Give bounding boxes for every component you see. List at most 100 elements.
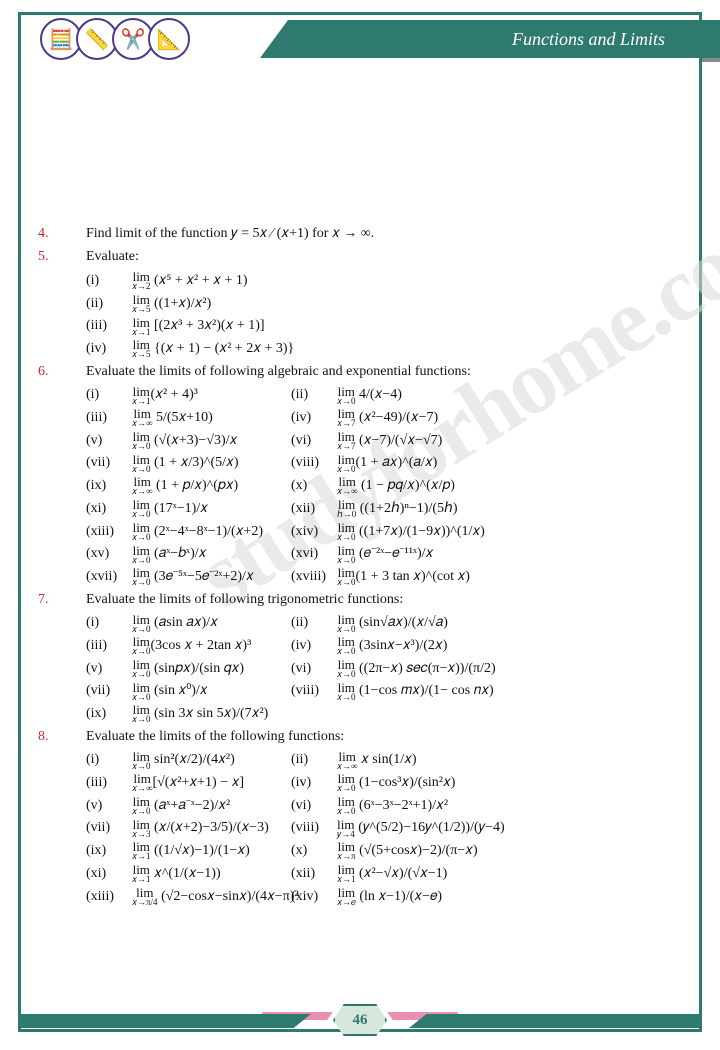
question-text: Evaluate the limits of following trigono… bbox=[86, 589, 688, 611]
sub-item: (iii)lim𝑥→0(3cos 𝑥 + 2tan 𝑥)³ bbox=[86, 635, 291, 657]
sub-tag: (i) bbox=[86, 270, 132, 292]
sub-tag: (vii) bbox=[86, 680, 132, 702]
sub-tag: (viii) bbox=[291, 817, 337, 839]
sub-tag: (xi) bbox=[86, 498, 132, 520]
sub-tag: (vi) bbox=[291, 658, 337, 680]
sub-tag: (xi) bbox=[86, 863, 132, 885]
sub-expr: lim𝑥→0 sin²(𝑥/2)/(4𝑥²) bbox=[132, 749, 235, 771]
sub-item: (v)lim𝑥→0 (√(𝑥+3)−√3)/𝑥 bbox=[86, 430, 291, 452]
sub-tag: (i) bbox=[86, 384, 132, 406]
sub-expr: lim𝑥→π (√(5+cos𝑥)−2)/(π−𝑥) bbox=[337, 840, 478, 862]
sub-expr: lim𝑥→0 ((2π−𝑥) 𝑠𝑒𝑐(π−𝑥))/(π/2) bbox=[337, 658, 496, 680]
sub-expr: lim𝑥→1(𝑥² + 4)³ bbox=[132, 384, 198, 406]
sub-expr: lim𝑥→π/4 (√2−cos𝑥−sin𝑥)/(4𝑥−π)² bbox=[132, 886, 299, 908]
sub-expr: lim𝑥→2 (𝑥⁵ + 𝑥² + 𝑥 + 1) bbox=[132, 270, 248, 292]
sub-expr: lim𝑦→4 (𝑦^(5/2)−16𝑦^(1/2))/(𝑦−4) bbox=[337, 817, 505, 839]
sub-tag: (i) bbox=[86, 749, 132, 771]
sub-item: (i)lim𝑥→1(𝑥² + 4)³ bbox=[86, 384, 291, 406]
sub-item: (xi)lim𝑥→0 (17ˣ−1)/𝑥 bbox=[86, 498, 291, 520]
chapter-title: Functions and Limits bbox=[512, 29, 665, 50]
sub-expr: lim𝑥→0 (2ˣ−4ˣ−8ˣ−1)/(𝑥+2) bbox=[132, 521, 263, 543]
page-content: studyforhome.com 4.Find limit of the fun… bbox=[38, 80, 688, 995]
question-text: Find limit of the function 𝑦 = 5𝑥 ⁄ (𝑥+1… bbox=[86, 223, 688, 245]
sub-item: (ix)lim𝑥→0 (sin 3𝑥 sin 5𝑥)/(7𝑥²) bbox=[86, 703, 291, 725]
sub-tag: (iii) bbox=[86, 407, 132, 429]
sub-items: (i)lim𝑥→0 sin²(𝑥/2)/(4𝑥²)(ii)lim𝑥→∞ 𝑥 si… bbox=[38, 749, 688, 908]
sub-tag: (xvi) bbox=[291, 543, 337, 565]
sub-tag: (vii) bbox=[86, 452, 132, 474]
sub-item: (ii)lim𝑥→0 (sin√𝑎𝑥)/(𝑥/√𝑎) bbox=[291, 612, 496, 634]
sub-expr: lim𝑥→0 (sin𝑝𝑥)/(sin 𝑞𝑥) bbox=[132, 658, 244, 680]
sub-tag: (v) bbox=[86, 658, 132, 680]
globe-icon: 📐 bbox=[148, 18, 190, 60]
sub-items: (i)lim𝑥→2 (𝑥⁵ + 𝑥² + 𝑥 + 1)(ii)lim𝑥→5 ((… bbox=[38, 270, 688, 361]
sub-expr: lim𝑥→0 (𝑎sin 𝑎𝑥)/𝑥 bbox=[132, 612, 218, 634]
sub-expr: lim𝑥→5 ((1+𝑥)/𝑥²) bbox=[132, 293, 211, 315]
sub-tag: (vii) bbox=[86, 817, 132, 839]
sub-tag: (ix) bbox=[86, 475, 132, 497]
sub-tag: (vi) bbox=[291, 795, 337, 817]
sub-expr: lim𝑥→0 (𝑒⁻²ˣ−𝑒⁻¹¹ˣ)/𝑥 bbox=[337, 543, 433, 565]
question-text: Evaluate the limits of following algebra… bbox=[86, 361, 688, 383]
sub-item: (i)lim𝑥→0 (𝑎sin 𝑎𝑥)/𝑥 bbox=[86, 612, 291, 634]
question-number: 4. bbox=[38, 223, 86, 245]
sub-tag: (v) bbox=[86, 430, 132, 452]
sub-tag: (ii) bbox=[291, 612, 337, 634]
sub-item: (viii)lim𝑦→4 (𝑦^(5/2)−16𝑦^(1/2))/(𝑦−4) bbox=[291, 817, 496, 839]
sub-tag: (x) bbox=[291, 475, 337, 497]
sub-tag: (xiii) bbox=[86, 886, 132, 908]
question-text: Evaluate: bbox=[86, 246, 688, 268]
sub-expr: lim𝑥→∞ 5/(5𝑥+10) bbox=[132, 407, 213, 429]
question-row: 5.Evaluate: bbox=[38, 246, 688, 268]
sub-item: (viii)lim𝑥→0 (1−cos 𝑚𝑥)/(1− cos 𝑛𝑥) bbox=[291, 680, 496, 702]
sub-item: (ix)lim𝑥→∞ (1 + 𝑝/𝑥)^(𝑝𝑥) bbox=[86, 475, 291, 497]
sub-tag: (ii) bbox=[86, 293, 132, 315]
sub-expr: lim𝑥→∞[√(𝑥²+𝑥+1) − 𝑥] bbox=[132, 772, 244, 794]
sub-item: (xv)lim𝑥→0 (𝑎ˣ−𝑏ˣ)/𝑥 bbox=[86, 543, 291, 565]
sub-items: (i)lim𝑥→0 (𝑎sin 𝑎𝑥)/𝑥(ii)lim𝑥→0 (sin√𝑎𝑥)… bbox=[38, 612, 688, 725]
sub-expr: lim𝑥→0(1 + 𝑎𝑥)^(𝑎/𝑥) bbox=[337, 452, 437, 474]
sub-expr: lim𝑥→0 (6ˣ−3ˣ−2ˣ+1)/𝑥² bbox=[337, 795, 448, 817]
sub-expr: lim𝑥→0 (√(𝑥+3)−√3)/𝑥 bbox=[132, 430, 237, 452]
sub-tag: (iii) bbox=[86, 315, 132, 337]
sub-expr: lim𝑥→0(3cos 𝑥 + 2tan 𝑥)³ bbox=[132, 635, 251, 657]
sub-tag: (viii) bbox=[291, 452, 337, 474]
sub-item: (iv)lim𝑥→0 (1−cos³𝑥)/(sin²𝑥) bbox=[291, 772, 496, 794]
sub-tag: (ix) bbox=[86, 703, 132, 725]
sub-item: (iv)lim𝑥→5 {(𝑥 + 1) − (𝑥² + 2𝑥 + 3)} bbox=[86, 338, 391, 360]
sub-tag: (iv) bbox=[291, 635, 337, 657]
sub-item: (ii)lim𝑥→0 4/(𝑥−4) bbox=[291, 384, 496, 406]
sub-item: (ix)lim𝑥→1 ((1/√𝑥)−1)/(1−𝑥) bbox=[86, 840, 291, 862]
sub-tag: (iv) bbox=[291, 407, 337, 429]
sub-tag: (ii) bbox=[291, 384, 337, 406]
sub-tag: (x) bbox=[291, 840, 337, 862]
sub-item: (vi)lim𝑥→0 (6ˣ−3ˣ−2ˣ+1)/𝑥² bbox=[291, 795, 496, 817]
sub-expr: lim𝑥→∞ 𝑥 sin(1/𝑥) bbox=[337, 749, 417, 771]
question-row: 6.Evaluate the limits of following algeb… bbox=[38, 361, 688, 383]
sub-tag: (i) bbox=[86, 612, 132, 634]
sub-tag: (xiv) bbox=[291, 886, 337, 908]
sub-expr: lim𝑥→∞ (1 − 𝑝𝑞/𝑥)^(𝑥/𝑝) bbox=[337, 475, 455, 497]
sub-expr: lim𝑥→∞ (1 + 𝑝/𝑥)^(𝑝𝑥) bbox=[132, 475, 238, 497]
sub-item: (xvii)lim𝑥→0 (3𝑒⁻⁵ˣ−5𝑒⁻²ˣ+2)/𝑥 bbox=[86, 566, 291, 588]
sub-item: (iii)lim𝑥→∞ 5/(5𝑥+10) bbox=[86, 407, 291, 429]
sub-expr: lim𝑥→1 (𝑥²−√𝑥)/(√𝑥−1) bbox=[337, 863, 447, 885]
sub-expr: lim𝑥→0(1 + 3 tan 𝑥)^(cot 𝑥) bbox=[337, 566, 470, 588]
sub-tag: (xv) bbox=[86, 543, 132, 565]
question-number: 5. bbox=[38, 246, 86, 268]
chapter-ribbon: Functions and Limits bbox=[260, 20, 720, 58]
sub-item: (vi)lim𝑥→7 (𝑥−7)/(√𝑥−√7) bbox=[291, 430, 496, 452]
sub-expr: lim𝑥→𝑒 (ln 𝑥−1)/(𝑥−𝑒) bbox=[337, 886, 442, 908]
question-text: Evaluate the limits of the following fun… bbox=[86, 726, 688, 748]
sub-expr: lim𝑥→0 (𝑎ˣ−𝑏ˣ)/𝑥 bbox=[132, 543, 206, 565]
question-row: 8.Evaluate the limits of the following f… bbox=[38, 726, 688, 748]
sub-item: (iv)lim𝑥→0 (3sin𝑥−𝑥³)/(2𝑥) bbox=[291, 635, 496, 657]
sub-tag: (vi) bbox=[291, 430, 337, 452]
question-row: 4.Find limit of the function 𝑦 = 5𝑥 ⁄ (𝑥… bbox=[38, 223, 688, 245]
sub-expr: lim𝑥→1 [(2𝑥³ + 3𝑥²)(𝑥 + 1)] bbox=[132, 315, 265, 337]
question-number: 6. bbox=[38, 361, 86, 383]
sub-tag: (ix) bbox=[86, 840, 132, 862]
sub-expr: lim𝑥→5 {(𝑥 + 1) − (𝑥² + 2𝑥 + 3)} bbox=[132, 338, 294, 360]
sub-expr: lim𝑥→0 (𝑎ˣ+𝑎⁻ˣ−2)/𝑥² bbox=[132, 795, 230, 817]
sub-tag: (xii) bbox=[291, 863, 337, 885]
